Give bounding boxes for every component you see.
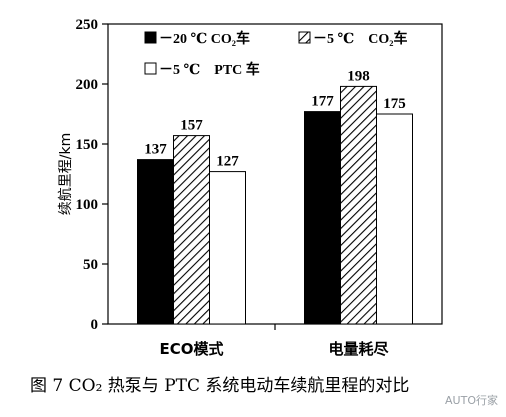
x-category-label: 电量耗尽 — [328, 340, 389, 358]
y-tick-label: 150 — [76, 137, 99, 153]
bar-chart: 0 50 100 150 200 250 续航里程/km ECO模式 电量耗尽 137 157 12… — [57, 17, 443, 358]
watermark-text: AUTO行家 — [445, 394, 498, 407]
data-label: 198 — [347, 68, 370, 84]
y-tick-label: 200 — [76, 77, 99, 93]
bar — [137, 159, 174, 325]
legend-label: －5 ℃ PTC 车 — [159, 61, 260, 78]
y-tick-label: 250 — [76, 17, 99, 33]
bar — [376, 113, 413, 325]
legend-label: －20 ℃ CO₂车 — [159, 30, 250, 47]
bars: 137 157 127 177 198 175 — [137, 68, 413, 325]
bar — [340, 85, 377, 325]
x-category-label: ECO模式 — [159, 340, 223, 358]
data-label: 175 — [383, 96, 406, 112]
legend-swatch — [144, 31, 157, 44]
data-label: 177 — [311, 94, 334, 110]
legend-swatch — [144, 62, 157, 75]
caption-text: 图 7 CO₂ 热泵与 PTC 系统电动车续航里程的对比 — [30, 376, 410, 396]
bar — [173, 135, 210, 325]
legend-label: －5 ℃ CO₂车 — [313, 30, 407, 47]
axes: 0 50 100 150 200 250 续航里程/km ECO模式 电量耗尽 — [57, 17, 443, 358]
y-tick-label: 0 — [91, 317, 99, 333]
bar — [209, 171, 246, 325]
data-label: 137 — [144, 142, 167, 158]
data-label: 127 — [216, 154, 239, 170]
legend-swatch — [298, 31, 311, 44]
legend: －20 ℃ CO₂车 －5 ℃ CO₂车 －5 ℃ PTC 车 — [144, 30, 407, 78]
bar — [304, 111, 341, 325]
y-tick-label: 100 — [76, 197, 99, 213]
y-tick-label: 50 — [83, 257, 98, 273]
y-axis-label: 续航里程/km — [57, 133, 74, 215]
watermark: AUTO行家 — [445, 392, 498, 408]
data-label: 157 — [180, 118, 203, 134]
